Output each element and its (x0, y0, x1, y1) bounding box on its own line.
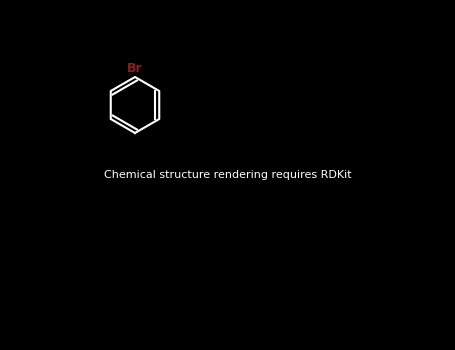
Text: Chemical structure rendering requires RDKit: Chemical structure rendering requires RD… (104, 170, 351, 180)
Text: Br: Br (127, 63, 143, 76)
